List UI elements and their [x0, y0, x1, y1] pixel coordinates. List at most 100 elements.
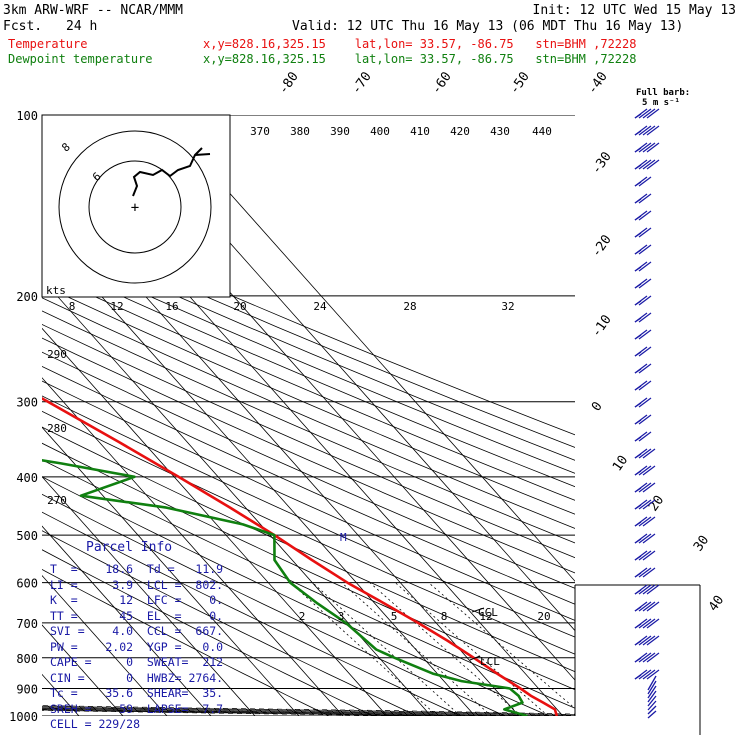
theta-label: 280: [47, 422, 67, 435]
theta-e-label: 370: [250, 125, 270, 138]
parcel-info-row: CAPE = 0 SWEAT= 212: [50, 655, 224, 669]
wind-barb-flag: [634, 516, 648, 527]
isotherm-label: 20: [646, 493, 667, 514]
theta-e-label: 390: [330, 125, 350, 138]
wind-barb-flag: [638, 414, 652, 425]
theta-e-label: 440: [532, 125, 552, 138]
parcel-info-row: TT = 45 EL = 0.: [50, 608, 224, 623]
wind-barb-flag: [634, 261, 648, 272]
wind-barb-flag: [646, 669, 660, 680]
wind-barb-flag: [642, 584, 656, 595]
wind-barb-flag: [634, 499, 648, 510]
dry-adiabat: [42, 511, 462, 716]
wind-barb-flag: [646, 652, 660, 663]
hodograph-center: +: [131, 200, 139, 216]
wind-barb-flag: [642, 125, 656, 136]
wind-barb-flag: [638, 295, 652, 306]
wind-barb-flag: [638, 176, 652, 187]
dry-adiabat: [42, 259, 575, 488]
dry-adiabat: [42, 351, 575, 589]
hodograph-ring: [58, 130, 212, 284]
lcl-pointer: [469, 655, 481, 661]
wind-barb-flag: [642, 618, 656, 629]
isotherm: [42, 327, 388, 716]
parcel-info-row: Tc = 35.6 SHEAR= 35.: [50, 686, 224, 700]
isotherm-label: -40: [585, 69, 611, 97]
parcel-info-row: K = 12 LFC = 0.: [50, 593, 224, 607]
wind-barb-flag: [638, 278, 652, 289]
wind-barb-flag: [638, 363, 652, 374]
hodograph-ring: [88, 160, 182, 254]
wind-barb-flag: [642, 159, 656, 170]
mixing-ratio-label: 5: [391, 610, 398, 623]
dry-adiabat: [42, 530, 418, 716]
temp-legend-loc: x,y=828.16,325.15 lat,lon= 33.57, -86.75…: [203, 37, 637, 51]
wind-barb-flag: [634, 363, 648, 374]
wind-barb-flag: [638, 142, 652, 153]
wind-barb-flag: [634, 618, 648, 629]
pressure-tick-label: 200: [16, 290, 38, 304]
wind-barb-flag: [634, 244, 648, 255]
wind-barb-flag: [634, 550, 648, 561]
wind-barb-flag: [638, 431, 652, 442]
wind-barb-flag: [638, 516, 652, 527]
wind-barb-lowlevel: [647, 690, 657, 703]
wind-barb-flag: [634, 295, 648, 306]
dry-adiabat: [42, 569, 330, 716]
wind-barb-flag: [638, 448, 652, 459]
wind-barb-flag: [646, 584, 660, 595]
dewpoint-line: [42, 459, 528, 716]
pressure-tick-label: 100: [16, 109, 38, 123]
wind-barb-flag: [638, 261, 652, 272]
hodograph-trace: [132, 147, 211, 197]
mixing-ratio-line: [395, 582, 549, 716]
isotherm-label: -60: [429, 69, 455, 97]
wind-barb-flag: [634, 159, 648, 170]
model-title: 3km ARW-WRF -- NCAR/MMM: [3, 3, 184, 18]
wind-barb-flag: [646, 108, 660, 119]
hodograph-speed-label: 8: [69, 300, 76, 313]
init-time: Init: 12 UTC Wed 15 May 13: [532, 3, 737, 18]
wind-barb-flag: [634, 142, 648, 153]
isotherm-label: 30: [691, 533, 712, 554]
wind-barb-flag: [634, 431, 648, 442]
wind-barb-flag: [634, 448, 648, 459]
pressure-tick-label: 400: [16, 471, 38, 485]
isotherm-label: 10: [610, 453, 631, 474]
parcel-info-row: SVI = 4.0 CCL = 667.: [50, 624, 224, 638]
wind-barb-flag: [638, 601, 652, 612]
wind-barb-flag: [638, 652, 652, 663]
wind-barb-flag: [638, 550, 652, 561]
wind-barb-flag: [638, 584, 652, 595]
wind-barb-lowlevel: [647, 710, 657, 719]
wind-barb-flag: [634, 193, 648, 204]
dry-adiabat: [42, 426, 575, 673]
wind-barb-flag: [634, 210, 648, 221]
wind-barb-flag: [638, 346, 652, 357]
wind-barb-flag: [646, 635, 660, 646]
parcel-info-row: PW = 2.02 YGP = 0.0: [50, 639, 224, 654]
wind-barb-flag: [642, 669, 656, 680]
ccl-label: CCL: [478, 606, 498, 619]
parcel-info-title: Parcel Info: [86, 540, 173, 555]
parcel-info-row: SREH = 59 LAPSE= 7.7: [50, 701, 224, 716]
hodograph-speed-label: 20: [233, 300, 246, 313]
theta-e-label: 400: [370, 125, 390, 138]
pressure-tick-label: 500: [16, 529, 38, 543]
pressure-tick-label: 300: [16, 396, 38, 410]
wind-barb-flag: [646, 125, 660, 136]
wind-barb-flag: [646, 142, 660, 153]
pressure-tick-label: 700: [16, 617, 38, 631]
hodograph-speed-label: 16: [165, 300, 178, 313]
dry-adiabat: [42, 549, 374, 716]
wind-barb-flag: [642, 635, 656, 646]
pressure-tick-label: 900: [16, 682, 38, 696]
dry-adiabat: [42, 493, 506, 716]
wind-barb-flag: [634, 584, 648, 595]
wind-barb-flag: [634, 108, 648, 119]
hodograph-speed-label: 24: [313, 300, 327, 313]
mixing-ratio-line: [369, 582, 522, 716]
theta-e-label: 420: [450, 125, 470, 138]
theta-e-label: 410: [410, 125, 430, 138]
